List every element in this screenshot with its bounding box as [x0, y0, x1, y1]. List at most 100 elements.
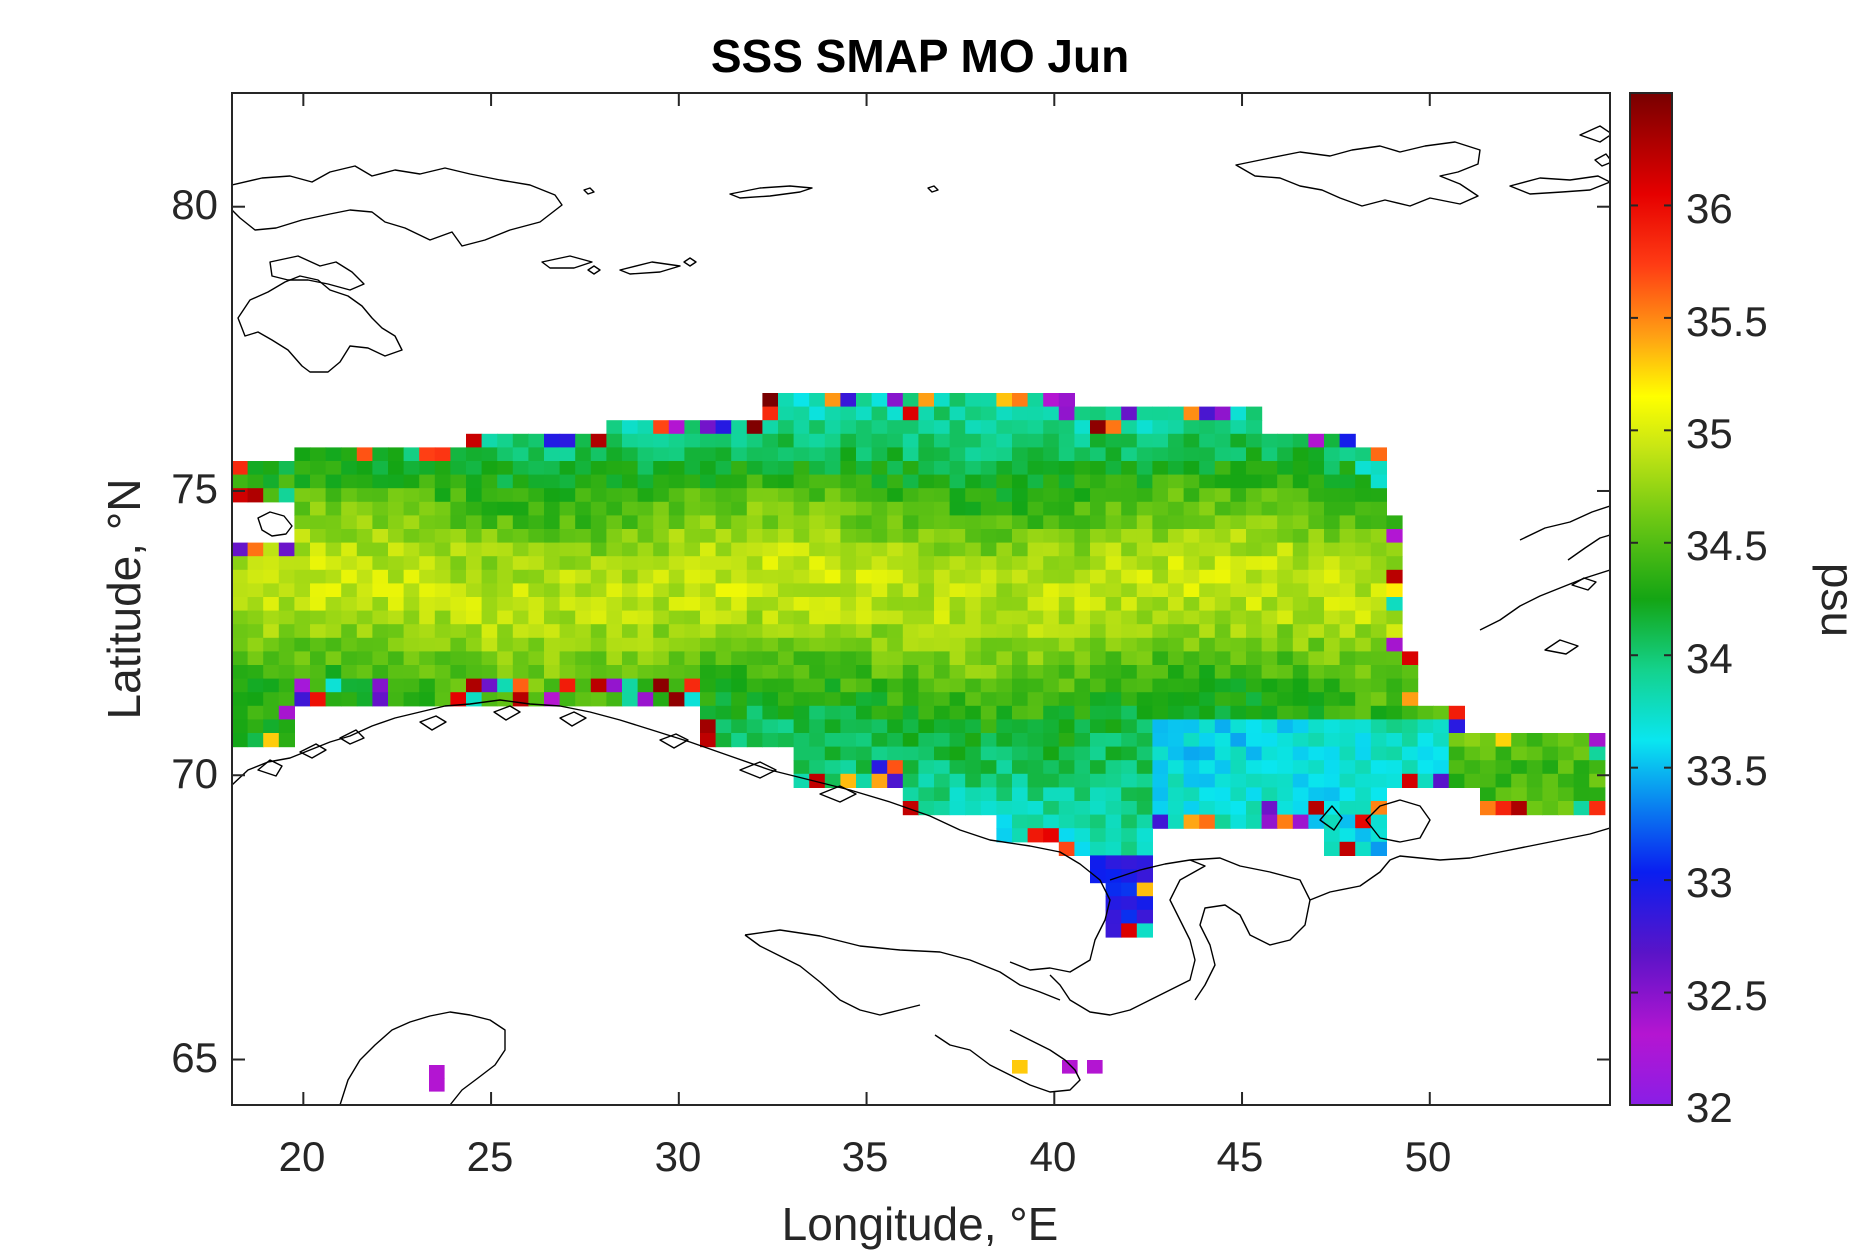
salinity-cell	[1370, 678, 1387, 693]
salinity-cell	[559, 515, 576, 530]
salinity-cell	[856, 488, 873, 503]
salinity-cell	[1012, 569, 1029, 584]
salinity-cell	[263, 719, 280, 734]
salinity-cell	[481, 624, 498, 639]
salinity-cell	[1136, 406, 1153, 421]
salinity-cell	[356, 624, 373, 639]
salinity-cell	[1058, 760, 1075, 775]
salinity-cell	[606, 665, 623, 680]
salinity-cell	[1277, 760, 1294, 775]
salinity-cell	[1370, 773, 1387, 788]
salinity-cell	[1058, 665, 1075, 680]
salinity-cell	[1136, 787, 1153, 802]
salinity-cell	[325, 501, 342, 516]
salinity-cell	[1339, 841, 1356, 856]
salinity-cell	[1121, 529, 1138, 544]
salinity-cell	[294, 488, 311, 503]
salinity-cell	[247, 461, 264, 476]
salinity-cell	[824, 637, 841, 652]
salinity-cell	[512, 637, 529, 652]
svalbard-coast	[232, 165, 563, 247]
salinity-cell	[840, 474, 857, 489]
salinity-cell	[1168, 433, 1185, 448]
salinity-cell	[1214, 719, 1231, 734]
salinity-cell	[1324, 542, 1341, 557]
salinity-cell	[731, 569, 748, 584]
salinity-cell	[1058, 773, 1075, 788]
salinity-cell	[949, 746, 966, 761]
salinity-cell	[1292, 678, 1309, 693]
salinity-cell	[1292, 542, 1309, 557]
salinity-cell	[1027, 719, 1044, 734]
salinity-cell	[1261, 760, 1278, 775]
salinity-cell	[481, 678, 498, 693]
salinity-cell	[668, 624, 685, 639]
salinity-cell	[1074, 651, 1091, 666]
salinity-cell	[1292, 597, 1309, 612]
salinity-cell	[575, 501, 592, 516]
salinity-cell	[1542, 760, 1559, 775]
colorbar-tick-label: 33	[1686, 859, 1733, 906]
salinity-cell	[1074, 447, 1091, 462]
salinity-cell	[871, 420, 888, 435]
salinity-cell	[434, 529, 451, 544]
salinity-cell	[247, 583, 264, 598]
salinity-cell	[762, 420, 779, 435]
salinity-cell	[762, 569, 779, 584]
salinity-cell	[871, 393, 888, 408]
salinity-cell	[1012, 488, 1029, 503]
salinity-cell	[341, 529, 358, 544]
salinity-cell	[356, 597, 373, 612]
salinity-cell	[1324, 773, 1341, 788]
salinity-cell	[715, 556, 732, 571]
salinity-cell	[902, 746, 919, 761]
salinity-cell	[1386, 529, 1403, 544]
salinity-cell	[232, 597, 249, 612]
salinity-cell	[1386, 515, 1403, 530]
salinity-cell	[824, 433, 841, 448]
salinity-cell	[1090, 637, 1107, 652]
salinity-cell	[1027, 556, 1044, 571]
salinity-cell	[1152, 474, 1169, 489]
salinity-cell	[1090, 569, 1107, 584]
salinity-cell	[731, 556, 748, 571]
salinity-cell	[1261, 433, 1278, 448]
salinity-cell	[1355, 447, 1372, 462]
salinity-cell	[1043, 692, 1060, 707]
salinity-cell	[1183, 569, 1200, 584]
salinity-cell	[1433, 773, 1450, 788]
salinity-cell	[1589, 733, 1606, 748]
salinity-cell	[528, 501, 545, 516]
salinity-cell	[544, 474, 561, 489]
salinity-cell	[1324, 474, 1341, 489]
salinity-cell	[840, 501, 857, 516]
salinity-cell	[497, 474, 514, 489]
salinity-cell	[1183, 501, 1200, 516]
salinity-cell	[1355, 719, 1372, 734]
salinity-cell	[1058, 692, 1075, 707]
salinity-cell	[918, 610, 935, 625]
salinity-cell	[1355, 461, 1372, 476]
salinity-cell	[949, 665, 966, 680]
salinity-cell	[1090, 773, 1107, 788]
salinity-cell	[731, 529, 748, 544]
salinity-cell	[1292, 583, 1309, 598]
salinity-cell	[1027, 597, 1044, 612]
salinity-cell	[668, 692, 685, 707]
salinity-cell	[840, 692, 857, 707]
salinity-cell	[996, 583, 1013, 598]
salinity-cell	[809, 678, 826, 693]
salinity-cell	[1105, 542, 1122, 557]
salinity-cell	[1214, 692, 1231, 707]
salinity-cell	[1402, 773, 1419, 788]
salinity-cell	[1058, 433, 1075, 448]
salinity-cell	[778, 637, 795, 652]
salinity-cell	[637, 433, 654, 448]
salinity-cell	[809, 610, 826, 625]
salinity-cell	[887, 529, 904, 544]
salinity-cell	[1355, 773, 1372, 788]
salinity-cell	[1183, 746, 1200, 761]
salinity-cell	[887, 678, 904, 693]
salinity-cell	[1339, 569, 1356, 584]
salinity-cell	[1448, 719, 1465, 734]
